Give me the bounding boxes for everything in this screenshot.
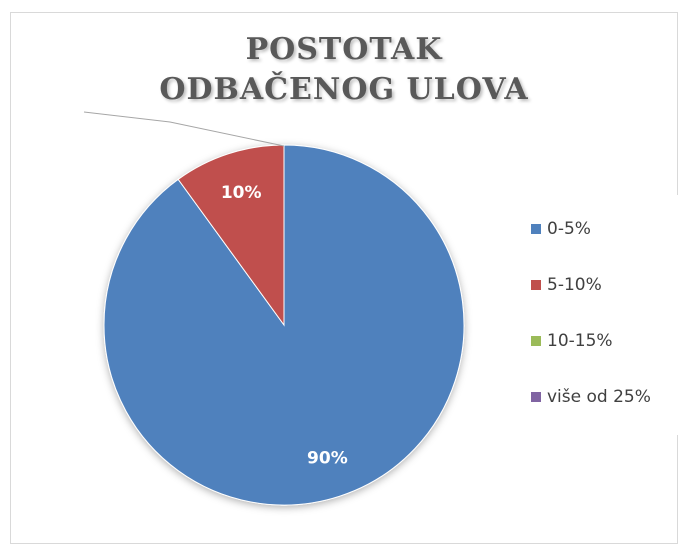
- legend-label: 0-5%: [547, 219, 591, 239]
- data-label: 90%: [307, 449, 348, 469]
- legend-swatch: [531, 224, 541, 234]
- legend-swatch: [531, 280, 541, 290]
- data-label: 0%: [54, 98, 83, 118]
- legend-label: 5-10%: [547, 275, 602, 295]
- data-label: 0%: [268, 118, 297, 138]
- legend-swatch: [531, 392, 541, 402]
- legend-label: 10-15%: [547, 331, 613, 351]
- pie: [103, 144, 465, 506]
- leader-line: [83, 111, 285, 147]
- data-label: 10%: [221, 183, 262, 203]
- legend-swatch: [531, 336, 541, 346]
- legend-label: više od 25%: [547, 387, 651, 407]
- chart-title: POSTOTAK ODBAČENOG ULOVA: [159, 32, 529, 107]
- legend-box: [500, 195, 680, 435]
